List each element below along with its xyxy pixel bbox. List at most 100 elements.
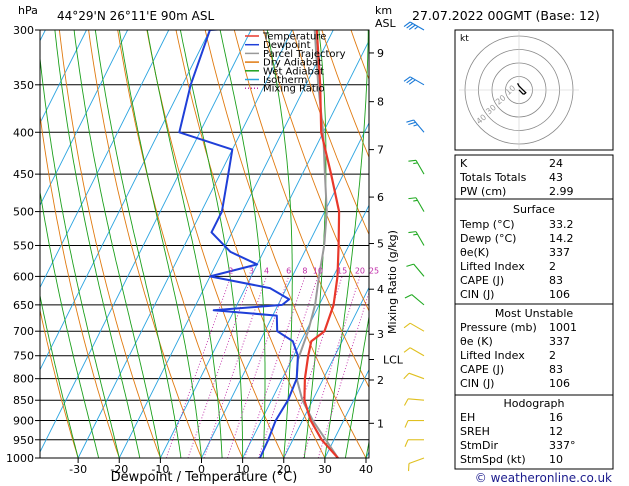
km-tick-label: 5 (377, 238, 384, 251)
table-row-label: EH (460, 411, 475, 424)
barb-staff (413, 119, 425, 133)
temperature-tick-label: 30 (318, 463, 332, 476)
table-row-value: 12 (549, 425, 563, 438)
pressure-tick-label: 600 (13, 270, 34, 283)
isotherm (40, 30, 211, 371)
table-row-value: 337 (549, 335, 570, 348)
k-index-value: 24 (549, 157, 563, 170)
table-row-value: 1001 (549, 321, 577, 334)
wet-adiabat (266, 30, 293, 458)
isotherm (159, 39, 369, 458)
barb-flag (406, 263, 414, 267)
barb-flag (404, 294, 412, 299)
wind-barb (406, 263, 425, 277)
profile-lines (178, 30, 341, 458)
barb-flag (407, 463, 410, 472)
table-row-label: θe (K) (460, 335, 493, 348)
pressure-tick-label: 450 (13, 168, 34, 181)
isotherm (40, 30, 87, 125)
km-axis-label: km (375, 4, 392, 17)
table-row-label: CAPE (J) (460, 363, 504, 376)
plot-background (40, 30, 369, 458)
wet-adiabat (73, 30, 161, 458)
temperature-tick-label: 0 (198, 463, 205, 476)
isotherm (40, 30, 129, 207)
barb-flag (403, 347, 411, 353)
dry-adiabat (117, 30, 244, 458)
mixing-ratio-line (317, 291, 369, 458)
totals-value: 43 (549, 171, 563, 184)
barb-staff (409, 322, 425, 332)
table-row-value: 2 (549, 349, 556, 362)
dry-adiabat (321, 30, 369, 159)
isotherm (283, 286, 369, 458)
stability-indices: K 24 Totals Totals 43 PW (cm) 2.99 Surfa… (454, 154, 614, 470)
table-row-label: Lifted Index (460, 260, 525, 273)
hpa-axis-label: hPa (18, 4, 38, 17)
mixing-ratio-line (244, 276, 306, 458)
asl-axis-label: ASL (375, 17, 397, 30)
table-row-value: 106 (549, 377, 570, 390)
isotherm (242, 204, 369, 458)
table-row-label: CIN (J) (460, 288, 494, 301)
wet-adiabat (54, 30, 141, 458)
barb-flag (408, 121, 416, 126)
legend-label: Isotherm (263, 75, 307, 86)
dry-adiabat (263, 30, 369, 312)
table-row-value: 14.2 (549, 232, 574, 245)
barb-flag (403, 322, 411, 329)
dry-adiabat (88, 30, 202, 458)
pressure-tick-label: 700 (13, 325, 34, 338)
barb-half (413, 233, 418, 236)
wet-adiabat (324, 30, 369, 458)
temperature-tick-label: 40 (359, 463, 373, 476)
totals-label: Totals Totals (459, 171, 527, 184)
mixing-ratio-line (302, 276, 361, 458)
temperature-tick-label: 20 (277, 463, 291, 476)
x-axis-title: Dewpoint / Temperature (°C) (111, 470, 298, 485)
altitude-axis: 1 2 3 4 5 6 7 8 9 LCL (369, 47, 404, 430)
isotherm (77, 30, 293, 458)
wet-adiabat (94, 30, 182, 458)
wind-barb (408, 197, 425, 212)
table-row-label: CIN (J) (460, 377, 494, 390)
pressure-axis: 300 350 400 450 500 550 600 650 700 750 800 850 900 9… (6, 24, 40, 465)
wet-adiabat (40, 54, 120, 458)
barb-flag (403, 398, 409, 406)
wet-adiabat (219, 30, 266, 458)
dry-adiabat (40, 112, 120, 458)
legend-label: Wet Adiabat (263, 66, 324, 77)
series-temperature (303, 30, 341, 458)
barb-staff (415, 231, 425, 246)
dry-adiabat (40, 308, 79, 458)
barb-staff (415, 197, 425, 212)
barb-flag (406, 119, 414, 123)
hodograph-stats-box (454, 394, 614, 470)
barb-flag (406, 23, 414, 29)
isotherm (324, 368, 369, 458)
most-unstable-rows: Pressure (mb) 1001 θe (K) 337 Lifted Index 2 C… (460, 321, 577, 390)
surface-rows: Temp (°C) 33.2 Dewp (°C) 14.2 θe(K) 337 Lifted… (459, 218, 574, 301)
wind-barb (404, 439, 424, 447)
pressure-tick-label: 400 (13, 126, 34, 139)
barb-staff (411, 294, 425, 306)
wind-barb (404, 294, 425, 306)
table-row-value: 106 (549, 288, 570, 301)
mixing-ratio-label: 10 (313, 266, 323, 275)
pressure-tick-label: 900 (13, 415, 34, 428)
dry-adiabat (204, 30, 367, 458)
km-tick-label: 7 (377, 144, 384, 157)
wind-barb (404, 419, 424, 428)
surface-title: Surface (513, 203, 555, 216)
km-tick-label: 8 (377, 96, 384, 109)
wind-barb (408, 159, 425, 175)
pressure-tick-label: 1000 (6, 452, 34, 465)
wind-barb (403, 322, 425, 332)
mixing-ratio-label: 8 (302, 266, 307, 275)
km-tick-label: 9 (377, 47, 384, 60)
isotherm (118, 30, 334, 458)
wet-adiabat (179, 30, 244, 458)
wind-barb (403, 372, 425, 380)
